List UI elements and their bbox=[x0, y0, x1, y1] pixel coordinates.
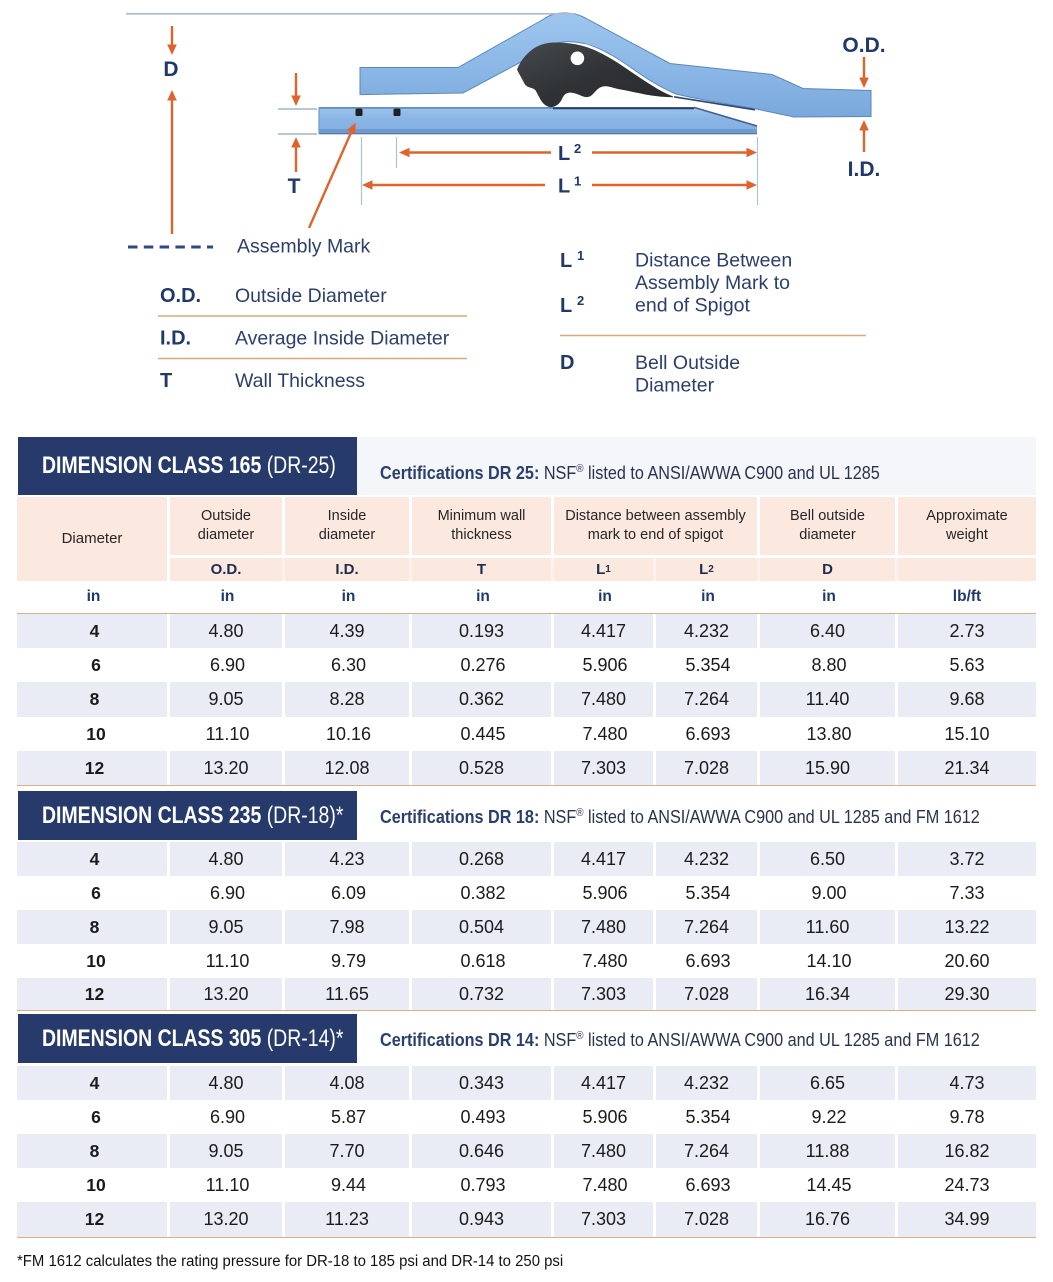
svg-text:end of Spigot: end of Spigot bbox=[635, 295, 751, 317]
svg-text:I.D.: I.D. bbox=[160, 328, 191, 350]
svg-text:D: D bbox=[163, 58, 178, 81]
svg-text:L: L bbox=[560, 250, 572, 272]
svg-text:2: 2 bbox=[574, 141, 581, 156]
svg-text:Average Inside Diameter: Average Inside Diameter bbox=[235, 328, 450, 350]
svg-text:Distance Between: Distance Between bbox=[635, 250, 792, 272]
svg-text:Assembly Mark: Assembly Mark bbox=[237, 236, 371, 258]
svg-text:L: L bbox=[558, 143, 570, 165]
svg-text:Diameter: Diameter bbox=[635, 375, 715, 397]
svg-text:Outside Diameter: Outside Diameter bbox=[235, 285, 387, 307]
svg-text:1: 1 bbox=[574, 174, 581, 189]
svg-text:Assembly Mark to: Assembly Mark to bbox=[635, 272, 790, 294]
svg-text:Bell Outside: Bell Outside bbox=[635, 352, 740, 374]
svg-text:1: 1 bbox=[577, 248, 584, 263]
svg-text:L: L bbox=[558, 176, 570, 198]
svg-text:O.D.: O.D. bbox=[160, 285, 201, 307]
svg-text:L: L bbox=[560, 295, 572, 317]
svg-text:O.D.: O.D. bbox=[842, 34, 885, 57]
svg-text:Wall Thickness: Wall Thickness bbox=[235, 370, 365, 392]
svg-text:2: 2 bbox=[577, 293, 584, 308]
svg-text:D: D bbox=[560, 352, 574, 374]
svg-text:T: T bbox=[288, 175, 301, 198]
svg-text:I.D.: I.D. bbox=[848, 158, 881, 181]
svg-text:T: T bbox=[160, 370, 172, 392]
